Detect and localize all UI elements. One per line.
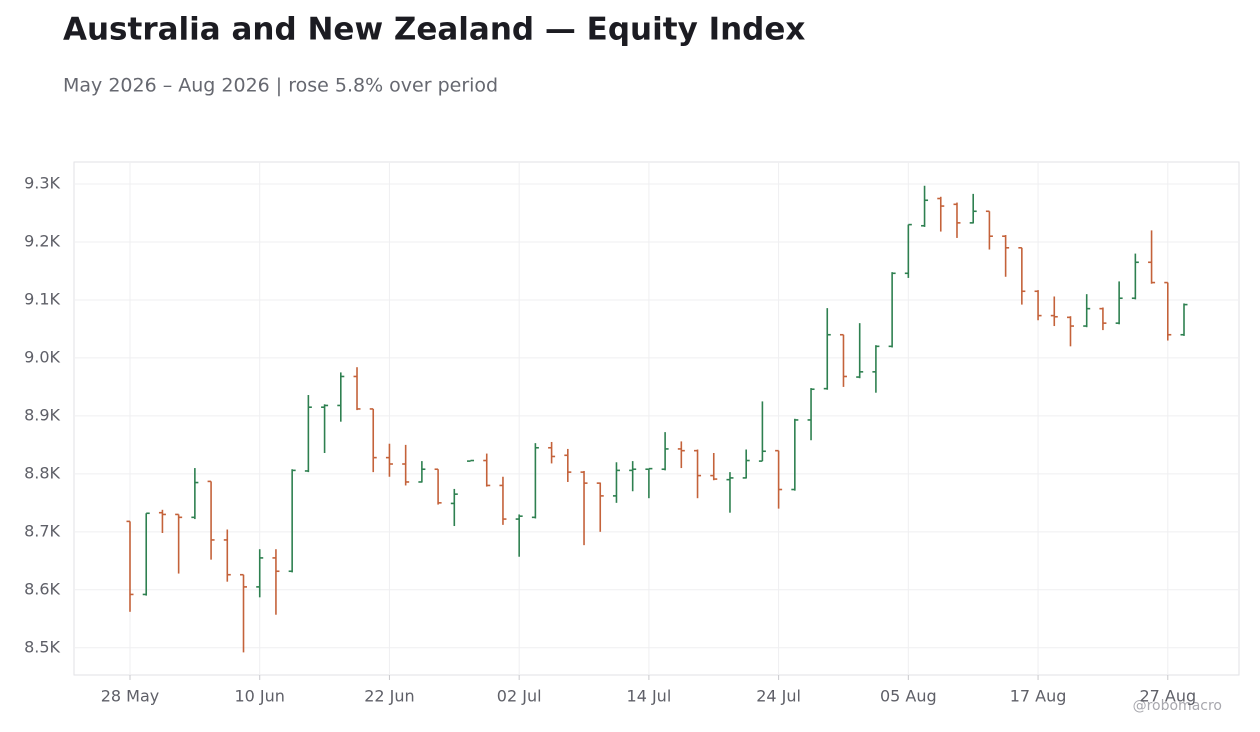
y-tick-label: 8.8K xyxy=(24,463,60,482)
x-tick-label: 05 Aug xyxy=(880,687,937,706)
x-tick-label: 10 Jun xyxy=(234,687,284,706)
x-tick-label: 02 Jul xyxy=(497,687,542,706)
y-tick-label: 8.6K xyxy=(24,579,60,598)
watermark: @robomacro xyxy=(1133,698,1222,714)
x-tick-label: 22 Jun xyxy=(364,687,414,706)
plot-frame xyxy=(73,161,1240,676)
x-tick-label: 28 May xyxy=(101,687,160,706)
x-tick-label: 24 Jul xyxy=(756,687,801,706)
y-tick-label: 8.9K xyxy=(24,405,60,424)
x-tick-label: 27 Aug xyxy=(1139,687,1196,706)
chart-title: Australia and New Zealand — Equity Index xyxy=(63,12,805,48)
chart-subtitle: May 2026 – Aug 2026 | rose 5.8% over per… xyxy=(63,75,498,97)
x-tick-label: 14 Jul xyxy=(627,687,672,706)
y-tick-label: 9.3K xyxy=(24,174,60,193)
y-tick-label: 9.2K xyxy=(24,231,60,250)
y-tick-label: 8.7K xyxy=(24,521,60,540)
y-tick-label: 9.1K xyxy=(24,289,60,308)
x-tick-label: 17 Aug xyxy=(1010,687,1067,706)
y-tick-label: 9.0K xyxy=(24,347,60,366)
y-tick-label: 8.5K xyxy=(24,637,60,656)
